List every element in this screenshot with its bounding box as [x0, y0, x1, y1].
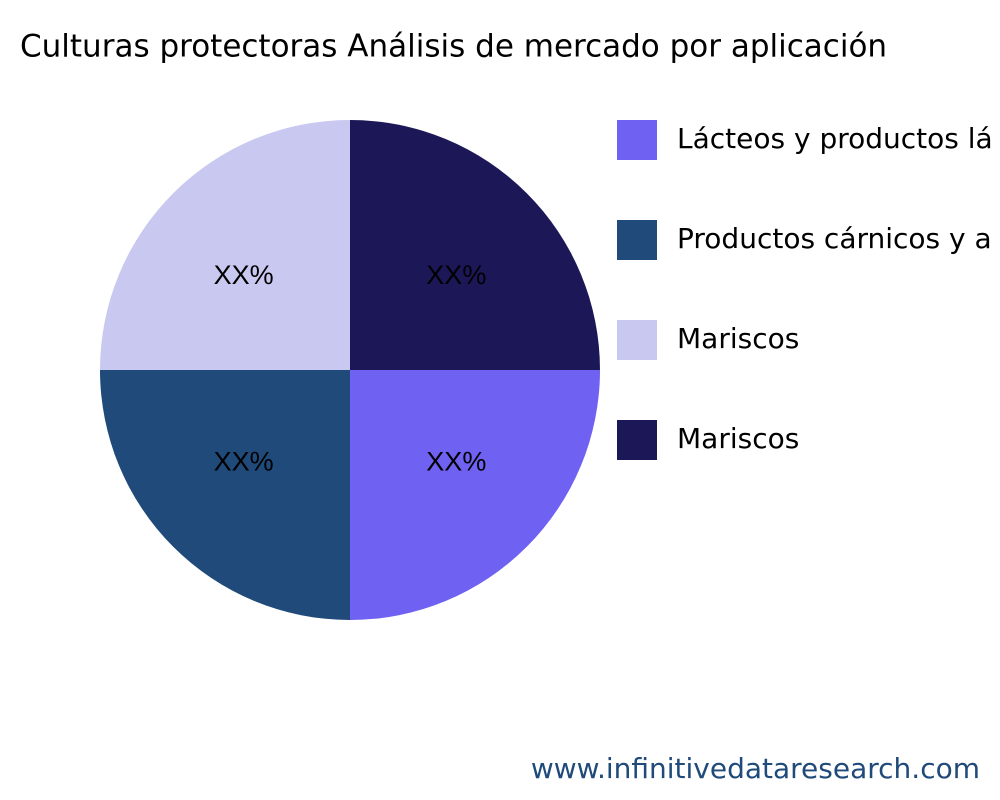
source: www.infinitivedataresearch.com — [531, 752, 980, 785]
pie-slice — [100, 370, 350, 620]
data-label: XX% — [426, 260, 486, 290]
legend-label: Productos cárnicos y a — [677, 222, 992, 255]
pie-slice — [350, 370, 600, 620]
legend-label: Mariscos — [677, 422, 799, 455]
legend-swatch — [617, 420, 657, 460]
pie-slice — [350, 120, 600, 370]
data-label: XX% — [214, 446, 274, 476]
legend-swatch — [617, 320, 657, 360]
legend-label: Lácteos y productos lá — [677, 122, 993, 155]
data-label: XX% — [426, 446, 486, 476]
legend-label: Mariscos — [677, 322, 799, 355]
data-label: XX% — [214, 260, 274, 290]
legend-swatch — [617, 220, 657, 260]
legend-swatch — [617, 120, 657, 160]
chart-title: Culturas protectoras Análisis de mercado… — [20, 29, 887, 65]
pie-slice — [100, 120, 350, 370]
